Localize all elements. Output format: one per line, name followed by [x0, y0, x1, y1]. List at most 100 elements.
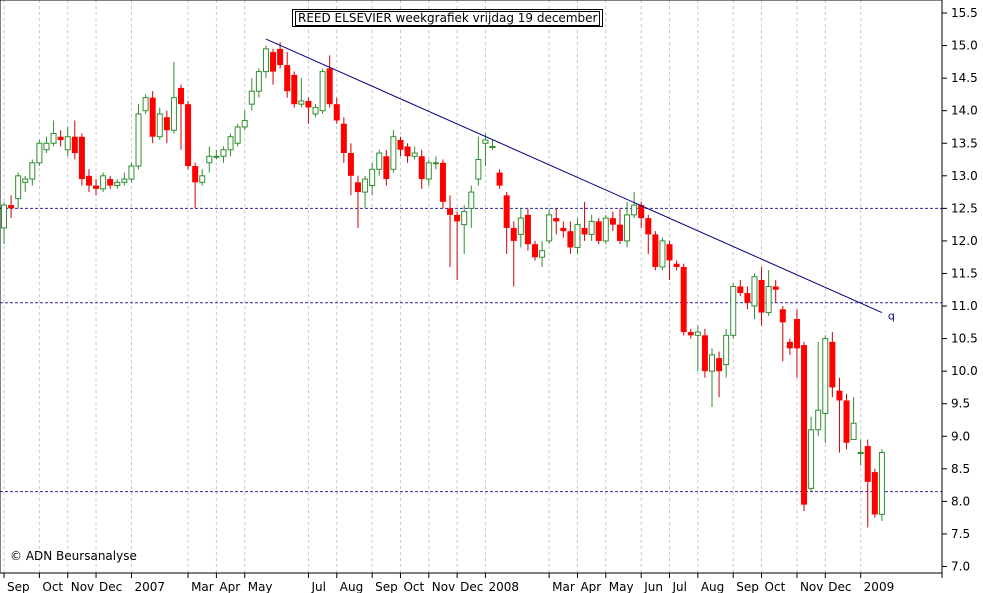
candle-body	[8, 205, 15, 209]
candle-body	[609, 218, 616, 225]
x-tick-label: May	[609, 580, 634, 593]
candle-body	[836, 390, 843, 401]
candle	[666, 240, 673, 280]
candle-body	[241, 119, 248, 128]
y-tick-label: 12.5	[951, 201, 978, 215]
candle-body	[680, 266, 687, 333]
candle	[185, 100, 192, 170]
copyright-label: © ADN Beursanalyse	[10, 549, 137, 563]
candle	[652, 231, 659, 271]
candle-body	[255, 71, 262, 92]
candle-body	[149, 97, 156, 137]
candle	[793, 309, 800, 378]
candle	[489, 139, 496, 150]
candle	[645, 214, 652, 254]
candle	[241, 110, 248, 131]
y-tick-label: 8.5	[951, 462, 970, 476]
candle-body	[779, 309, 786, 323]
candle-body	[652, 234, 659, 267]
candle	[291, 71, 298, 108]
candle	[277, 42, 284, 69]
candle	[156, 107, 163, 140]
candle	[369, 162, 376, 196]
y-tick-label: 7.5	[951, 527, 970, 541]
candle	[808, 416, 815, 492]
candle-body	[383, 156, 390, 180]
candle-body	[765, 286, 772, 314]
candle-body	[553, 218, 560, 222]
x-tick-label: Jul	[310, 580, 325, 593]
y-tick-label: 13.0	[951, 169, 978, 183]
candle-body	[397, 139, 404, 150]
candle-body	[121, 178, 128, 183]
candle	[581, 201, 588, 241]
candle	[496, 169, 503, 189]
x-tick-label: Jul	[672, 580, 687, 593]
candle-body	[801, 345, 808, 505]
candle	[468, 185, 475, 228]
candle	[206, 146, 213, 173]
candle	[319, 68, 326, 114]
candle-body	[496, 172, 503, 186]
candle-body	[687, 332, 694, 336]
candle-body	[362, 178, 369, 193]
candle-body	[213, 155, 220, 158]
candle-body	[581, 227, 588, 235]
candle-body	[878, 452, 885, 515]
candle-body	[340, 123, 347, 154]
candle	[425, 159, 432, 186]
candle-body	[829, 341, 836, 388]
y-tick-label: 12.0	[951, 234, 978, 248]
y-tick-label: 11.0	[951, 299, 978, 313]
candle	[801, 341, 808, 512]
candle-body	[659, 240, 666, 268]
candle	[716, 351, 723, 398]
candle-body	[93, 185, 100, 189]
candle	[121, 172, 128, 186]
trendline-label: q	[888, 310, 895, 323]
chart-title-text: REED ELSEVIER weekgrafiek vrijdag 19 dec…	[295, 11, 601, 26]
candle-body	[850, 422, 857, 441]
x-tick-label: Oct	[42, 580, 63, 593]
candle-body	[312, 106, 319, 115]
candle	[270, 48, 277, 85]
candle-body	[461, 211, 468, 226]
trendline: q	[265, 38, 895, 323]
candle-body	[85, 175, 92, 186]
candle	[524, 208, 531, 251]
candle-body	[206, 155, 213, 164]
candle-body	[298, 100, 305, 105]
candle-body	[163, 117, 170, 131]
candle-body	[454, 214, 461, 222]
candle	[864, 439, 871, 528]
candle-body	[737, 286, 744, 294]
candle	[744, 286, 751, 310]
candle	[694, 325, 701, 372]
candle-body	[277, 48, 284, 66]
candle	[439, 159, 446, 209]
candle	[730, 283, 737, 339]
x-tick-label: Apr	[580, 580, 601, 593]
candle	[822, 335, 829, 443]
candle	[312, 104, 319, 118]
candle-body	[185, 104, 192, 167]
candle	[624, 201, 631, 248]
candle-body	[376, 152, 383, 170]
candle	[687, 328, 694, 339]
candle	[199, 169, 206, 186]
candle	[454, 211, 461, 280]
y-axis: 7.0 7.5 8.0 8.5 9.0 9.5 10.0 10.5 11.0 11.5 12.0 12…	[942, 6, 978, 573]
candle	[29, 159, 36, 186]
candle	[574, 218, 581, 254]
candle-body	[723, 334, 730, 366]
candle-body	[673, 263, 680, 267]
y-tick-label: 8.0	[951, 494, 970, 508]
candle	[262, 45, 269, 79]
x-tick-label: May	[248, 580, 273, 593]
candle	[298, 78, 305, 108]
candle	[340, 117, 347, 163]
candle-body	[524, 214, 531, 245]
candle	[57, 130, 64, 147]
candle	[482, 133, 489, 167]
candle-body	[29, 162, 36, 180]
